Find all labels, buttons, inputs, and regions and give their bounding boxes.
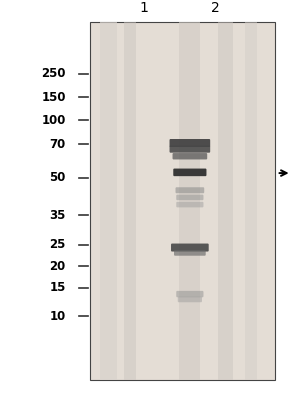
FancyBboxPatch shape — [173, 153, 207, 160]
Bar — [218, 22, 233, 380]
FancyBboxPatch shape — [176, 202, 203, 207]
Bar — [124, 22, 136, 380]
FancyBboxPatch shape — [170, 139, 210, 147]
Text: 20: 20 — [50, 260, 66, 273]
Text: 100: 100 — [41, 114, 66, 127]
Text: 10: 10 — [50, 310, 66, 323]
Text: 50: 50 — [49, 171, 66, 184]
Text: 1: 1 — [139, 1, 148, 15]
FancyBboxPatch shape — [173, 168, 206, 176]
FancyBboxPatch shape — [178, 297, 202, 302]
Bar — [100, 22, 117, 380]
FancyBboxPatch shape — [176, 291, 203, 297]
Text: 250: 250 — [41, 68, 66, 80]
Text: 15: 15 — [49, 281, 66, 294]
Text: 70: 70 — [50, 138, 66, 151]
Text: 2: 2 — [211, 1, 220, 15]
FancyBboxPatch shape — [171, 244, 209, 252]
FancyBboxPatch shape — [176, 195, 203, 200]
Bar — [245, 22, 257, 380]
FancyBboxPatch shape — [176, 187, 204, 193]
Bar — [90, 22, 275, 380]
Text: 150: 150 — [41, 91, 66, 104]
Text: 35: 35 — [49, 209, 66, 222]
Text: 25: 25 — [49, 238, 66, 251]
Bar — [179, 22, 200, 380]
FancyBboxPatch shape — [174, 250, 206, 256]
FancyBboxPatch shape — [170, 146, 210, 153]
